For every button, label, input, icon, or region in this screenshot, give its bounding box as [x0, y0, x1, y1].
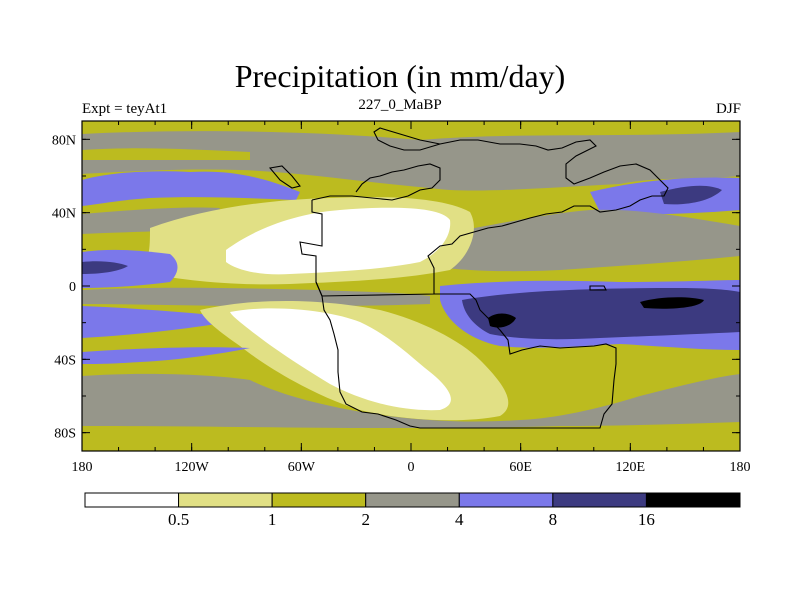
y-tick-label: 0 [69, 280, 76, 295]
colorbar-swatch [645, 492, 741, 508]
x-tick-label: 180 [730, 460, 751, 475]
field-yellow-arctic [82, 148, 250, 160]
continent-laurasia-outline [299, 127, 669, 297]
colorbar-label: 16 [638, 510, 655, 529]
x-tick-label: 120W [175, 460, 210, 475]
x-tick-label: 120E [616, 460, 646, 475]
colorbar-swatch [84, 492, 180, 508]
field-blue-tropics-west [82, 249, 178, 288]
x-tick-label: 0 [408, 460, 415, 475]
field-grey-north [82, 131, 740, 191]
x-axis: 180 120W 60W 0 60E 120E 180 [72, 121, 751, 475]
continent-outlines [268, 127, 669, 429]
colorbar-label: 0.5 [168, 510, 189, 529]
field-blue-north-pacific [82, 171, 300, 206]
y-tick-label: 40N [52, 207, 76, 222]
field-navy-north-asia [660, 185, 722, 205]
field-black-africa [488, 313, 516, 328]
field-grey-asia [430, 209, 740, 272]
field-yellow-polar-south [82, 428, 740, 451]
period-label: 227_0_MaBP [358, 97, 442, 113]
continent-gondwana-outline [315, 281, 617, 429]
experiment-label: Expt = teyAt1 [82, 101, 168, 117]
field-white-south [230, 308, 451, 411]
colorbar-swatch [178, 492, 273, 508]
season-label: DJF [715, 101, 741, 117]
plot-title: Precipitation (in mm/day) [234, 58, 566, 94]
field-grey-south [82, 373, 740, 428]
island-arctic-outline [268, 165, 301, 189]
colorbar-label: 8 [549, 510, 558, 529]
island-pacific-outline [589, 285, 607, 291]
colorbar: 0.5 1 2 4 8 16 [84, 492, 741, 529]
y-tick-label: 40S [54, 353, 76, 368]
colorbar-swatch [365, 492, 460, 508]
colorbar-label: 1 [268, 510, 277, 529]
field-navy-tropics-west [82, 261, 128, 274]
colorbar-swatch [271, 492, 367, 508]
continent-north-edge-outline [311, 163, 441, 201]
colorbar-swatch [458, 492, 554, 508]
colorbar-swatch [552, 492, 647, 508]
colorbar-label: 2 [361, 510, 370, 529]
field-blue-south-tropics [82, 306, 250, 338]
field-blue-south [82, 347, 250, 364]
field-black-pacific [640, 297, 704, 309]
y-axis: 80N 40N 0 40S 80S [52, 133, 740, 442]
x-tick-label: 180 [72, 460, 93, 475]
y-tick-label: 80S [54, 427, 76, 442]
precipitation-field [82, 121, 740, 451]
y-tick-label: 80N [52, 133, 76, 148]
field-white-equator-north [226, 207, 451, 275]
field-grey-equator [82, 287, 430, 306]
colorbar-label: 4 [455, 510, 464, 529]
x-tick-label: 60W [288, 460, 316, 475]
x-tick-label: 60E [509, 460, 532, 475]
